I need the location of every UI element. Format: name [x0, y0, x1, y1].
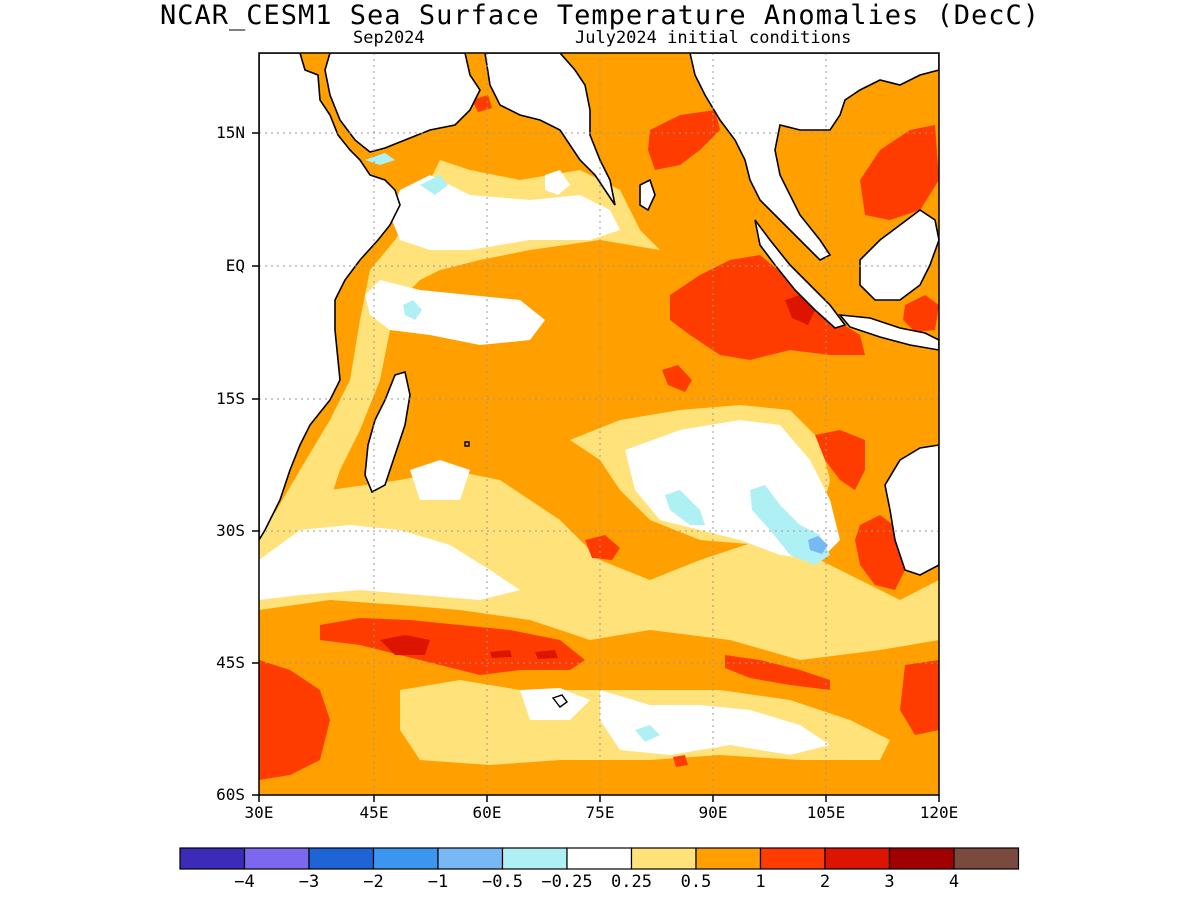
lon-label: 75E: [585, 803, 615, 822]
field-blue-east: [808, 536, 828, 554]
field-white-somali: [365, 280, 545, 345]
field-darkred-south-2: [490, 650, 512, 658]
land-southeast-asia: [689, 53, 939, 261]
map-title: NCAR_CESM1 Sea Surface Temperature Anoma…: [159, 0, 1041, 31]
field-cyan-somali: [403, 300, 422, 320]
field-red-se-corner: [900, 660, 939, 735]
colorbar-label: −4: [234, 872, 255, 892]
initial-conditions: July2024 initial conditions: [575, 28, 852, 48]
lat-label: 60S: [216, 785, 245, 804]
colorbar-swatch: [695, 847, 762, 870]
land-borneo: [859, 209, 939, 301]
field-white-southwest: [259, 525, 520, 600]
colorbar-swatch: [437, 847, 504, 870]
field-red-30s: [585, 535, 620, 560]
lat-label: 30S: [216, 521, 245, 540]
colorbar-swatch: [566, 847, 633, 870]
colorbar-label: 3: [884, 872, 895, 892]
lon-label: 105E: [806, 803, 846, 822]
field-red-java: [903, 295, 939, 332]
colorbar-swatch: [243, 847, 310, 870]
field-cyan-south: [635, 725, 660, 742]
field-cyan-subtropical: [665, 490, 705, 525]
field-cyan-arabian: [420, 175, 448, 195]
colorbar-swatch: [888, 847, 955, 870]
lat-label: 15N: [216, 123, 245, 142]
colorbar: [179, 847, 1020, 870]
colorbar-swatch: [953, 847, 1020, 870]
field-white-north-patch: [545, 170, 570, 195]
land-india: [484, 53, 616, 206]
land-sri-lanka: [639, 178, 656, 212]
colorbar-swatch: [179, 847, 246, 870]
colorbar-label: −0.25: [541, 872, 593, 892]
field-red-southwest-corner: [259, 660, 330, 780]
lon-label: 90E: [698, 803, 728, 822]
colorbar-label: 2: [819, 872, 831, 892]
land-java: [838, 314, 939, 351]
field-red-south-west: [320, 618, 585, 675]
axis-ticks: [252, 132, 940, 802]
land-africa: [259, 53, 401, 542]
colorbar-label: 0.5: [680, 872, 712, 892]
field-red-south-east: [725, 655, 830, 690]
field-red-south-spot: [673, 755, 688, 767]
lat-label: 15S: [216, 389, 245, 408]
lat-label: 45S: [216, 653, 245, 672]
lon-label: 120E: [919, 803, 959, 822]
lon-label: 60E: [472, 803, 502, 822]
lon-label: 30E: [244, 803, 274, 822]
colorbar-swatch: [630, 847, 697, 870]
field-red-w-australia: [855, 515, 905, 590]
colorbar-label: −1: [427, 872, 449, 892]
colorbar-swatch: [824, 847, 891, 870]
map-frame: [258, 52, 940, 796]
colorbar-label: −2: [363, 872, 384, 892]
colorbar-label: 0.25: [611, 872, 652, 892]
colorbar-label: −0.5: [482, 872, 523, 892]
field-white-south-central: [600, 690, 830, 755]
field-yellow-south: [259, 470, 939, 660]
field-cyan-gulf: [365, 153, 395, 165]
field-white-arabian-sea: [390, 175, 620, 250]
field-darkred-south-3: [535, 650, 558, 659]
colorbar-label: 4: [948, 872, 960, 892]
field-red-nw-australia: [815, 430, 865, 490]
field-darkred-south: [380, 635, 430, 655]
field-red-bay-of-bengal: [648, 110, 720, 170]
field-white-south-patch: [520, 688, 590, 720]
colorbar-swatch: [501, 847, 568, 870]
field-red-15s: [662, 365, 692, 392]
colorbar-swatch: [759, 847, 826, 870]
lon-label: 45E: [359, 803, 389, 822]
land-sumatra: [754, 219, 847, 329]
field-white-madagascar-east: [410, 460, 470, 500]
field-red-south-china-sea: [860, 125, 939, 220]
land-arabia: [324, 53, 481, 153]
land-mauritius: [464, 441, 470, 447]
colorbar-swatch: [372, 847, 439, 870]
lat-label: EQ: [225, 256, 245, 275]
field-red-sumatra: [670, 255, 865, 360]
forecast-month: Sep2024: [353, 28, 425, 48]
colorbar-swatch: [308, 847, 375, 870]
land-kerguelen: [551, 694, 568, 708]
colorbar-label: −3: [298, 872, 320, 892]
land-madagascar: [364, 370, 411, 494]
graticule: [259, 53, 939, 795]
colorbar-label: 1: [755, 872, 766, 892]
land-australia: [884, 444, 939, 576]
